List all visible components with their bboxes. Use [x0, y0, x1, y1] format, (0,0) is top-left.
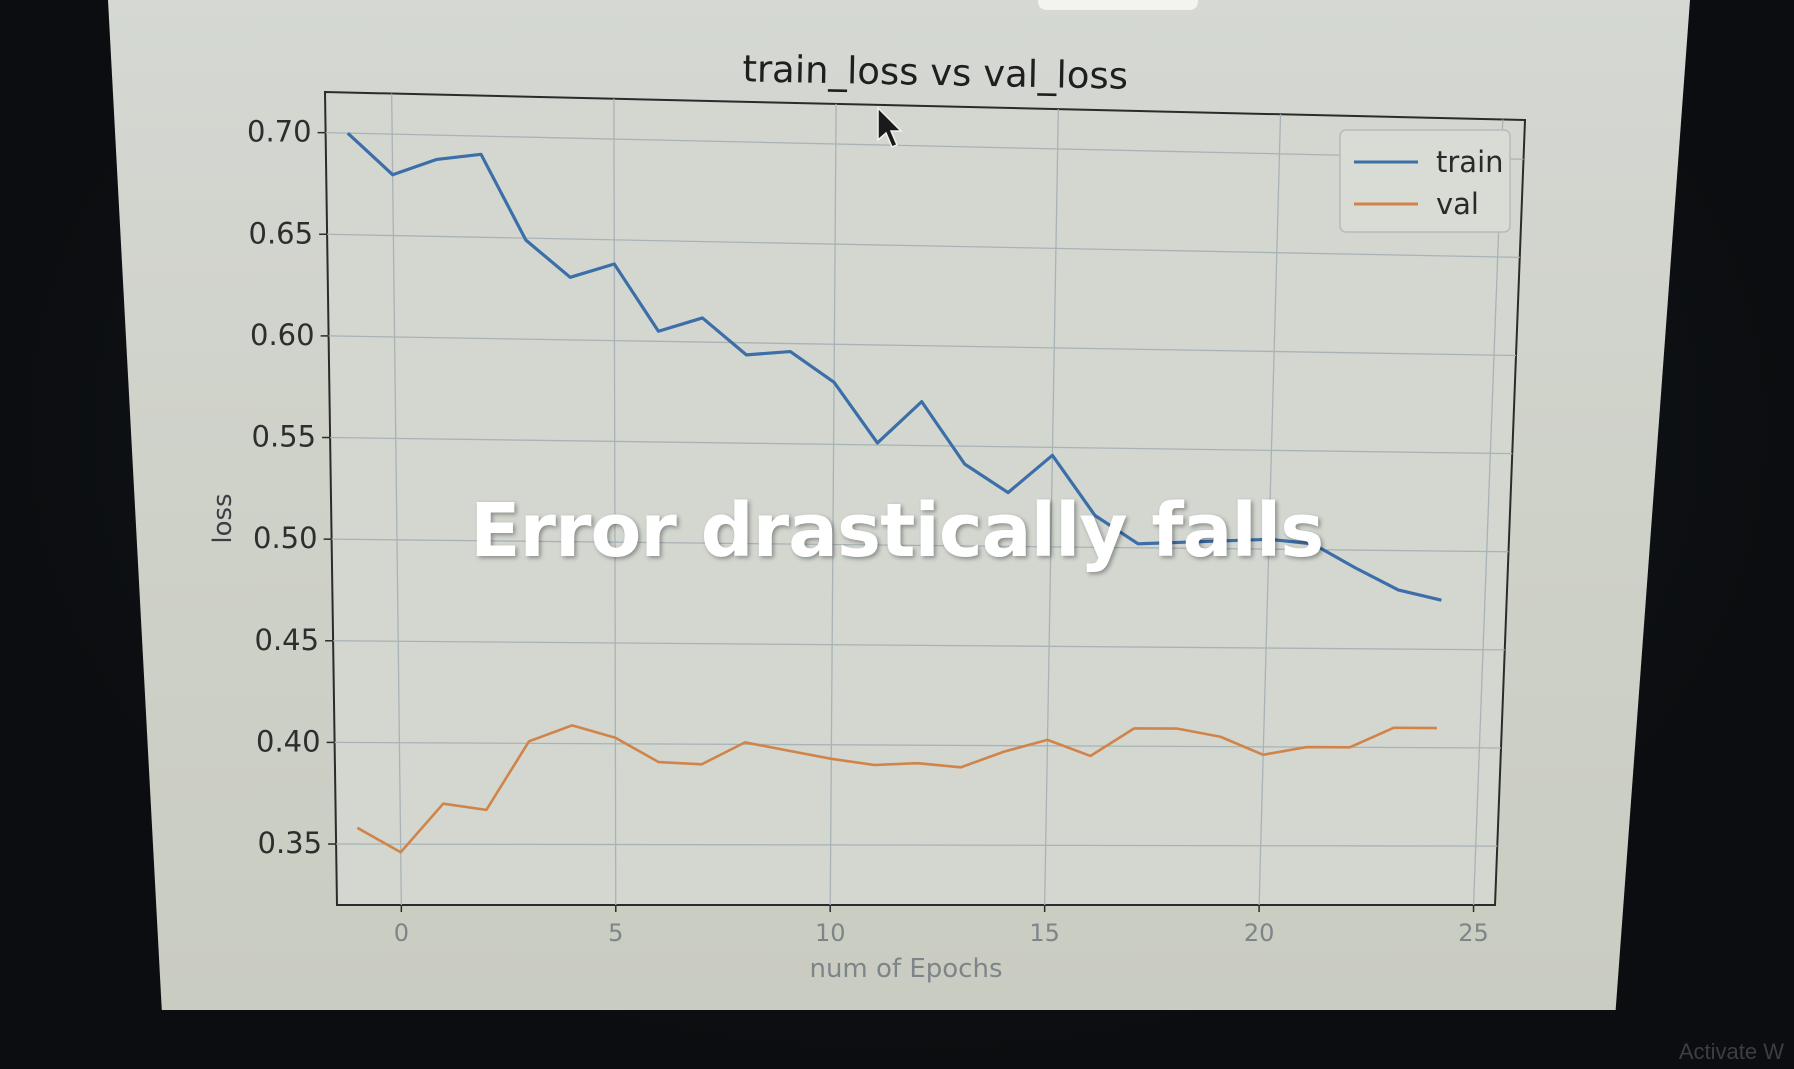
x-tick-label: 0: [394, 919, 409, 947]
screen-glare: [1038, 0, 1198, 10]
series-line-val: [356, 724, 1437, 854]
series-line-train: [346, 131, 1442, 602]
chart-plot-group: 0 5 10 15 20 25 0.35 0.40 0.45 0.50 0.55 0.60 0.65 0.…: [208, 47, 1527, 984]
activate-windows-watermark: Activate W: [1678, 1039, 1784, 1064]
chart-title: train_loss vs val_loss: [742, 47, 1128, 97]
x-tick-label: 15: [1029, 919, 1060, 947]
x-tick-label: 5: [608, 919, 623, 947]
y-axis-label: loss: [208, 493, 238, 543]
legend: train val: [1339, 129, 1511, 233]
overlay-caption: Error drastically falls: [470, 488, 1324, 574]
y-gridline: [325, 132, 1524, 160]
y-tick-label: 0.45: [255, 623, 320, 657]
x-tick-label: 10: [815, 919, 846, 947]
x-tick-label: 25: [1458, 919, 1489, 947]
x-gridline: [613, 98, 617, 906]
legend-label-train: train: [1436, 145, 1504, 179]
x-gridline: [1472, 119, 1504, 906]
y-gridline: [333, 640, 1505, 651]
y-tick-label: 0.35: [258, 826, 323, 860]
y-gridline: [331, 538, 1509, 553]
y-tick-label: 0.70: [247, 115, 312, 149]
y-gridline: [336, 843, 1498, 847]
y-tick-label: 0.55: [252, 420, 317, 454]
y-tick-label: 0.65: [249, 216, 314, 250]
legend-label-val: val: [1436, 187, 1479, 221]
x-gridline: [391, 93, 402, 906]
x-tick-label: 20: [1244, 919, 1275, 947]
y-tick-label: 0.50: [253, 521, 318, 555]
y-tick-label: 0.60: [250, 318, 315, 352]
plot-area: [323, 90, 1527, 906]
y-gridline: [330, 436, 1513, 455]
x-gridline: [829, 103, 837, 906]
legend-box: [1339, 129, 1511, 233]
x-axis-label: num of Epochs: [809, 954, 1002, 984]
x-gridline: [1258, 114, 1282, 906]
y-gridline: [328, 335, 1517, 357]
x-gridline: [1044, 109, 1059, 906]
mouse-cursor-icon: [877, 106, 903, 148]
y-tick-label: 0.40: [256, 724, 321, 758]
